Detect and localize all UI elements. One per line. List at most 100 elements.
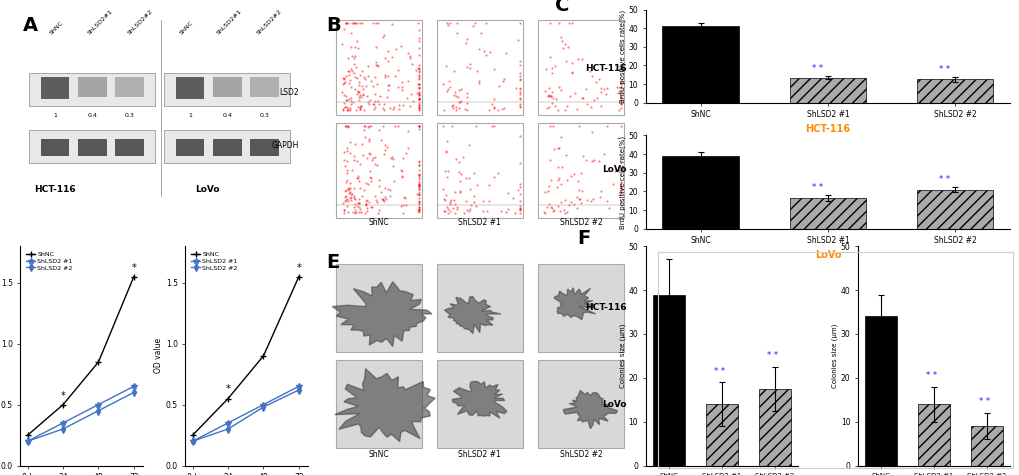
- Point: [410, 64, 426, 72]
- Point: [454, 153, 471, 161]
- Point: [536, 208, 552, 216]
- Point: [369, 97, 385, 104]
- Point: [337, 92, 354, 99]
- Point: [542, 92, 558, 99]
- Point: [470, 77, 486, 85]
- Point: [371, 206, 387, 214]
- Point: [379, 143, 395, 151]
- Point: [445, 67, 462, 75]
- FancyBboxPatch shape: [250, 77, 278, 97]
- Point: [410, 122, 426, 130]
- Text: B: B: [326, 16, 341, 35]
- Point: [495, 104, 512, 112]
- Point: [547, 95, 564, 103]
- Point: [352, 91, 368, 99]
- Line: ShLSD2 #2: ShLSD2 #2: [190, 387, 302, 444]
- FancyBboxPatch shape: [115, 77, 144, 97]
- Point: [410, 188, 426, 196]
- Point: [346, 19, 363, 27]
- Point: [383, 53, 399, 61]
- Point: [612, 78, 629, 86]
- Point: [545, 146, 561, 153]
- Point: [558, 209, 575, 216]
- Point: [369, 198, 385, 206]
- Point: [361, 135, 377, 142]
- Point: [462, 61, 478, 68]
- Point: [377, 74, 393, 81]
- Point: [455, 209, 472, 217]
- Point: [565, 170, 581, 178]
- Point: [585, 196, 601, 203]
- Point: [382, 186, 398, 194]
- Point: [540, 91, 556, 99]
- Text: ShLSD2 #1: ShLSD2 #1: [458, 218, 500, 227]
- Point: [376, 141, 392, 148]
- Text: * *: * *: [766, 352, 776, 360]
- Point: [410, 80, 426, 88]
- Point: [435, 195, 451, 203]
- Point: [348, 74, 365, 82]
- Point: [564, 59, 580, 66]
- Point: [340, 71, 357, 79]
- FancyBboxPatch shape: [164, 73, 290, 106]
- Point: [460, 175, 476, 182]
- Point: [612, 84, 629, 91]
- Point: [340, 95, 357, 103]
- Point: [448, 19, 465, 27]
- Point: [464, 22, 480, 30]
- Point: [439, 167, 455, 175]
- Point: [538, 203, 554, 211]
- Point: [448, 205, 465, 213]
- Point: [350, 174, 366, 182]
- Point: [376, 146, 392, 154]
- Text: *: *: [297, 263, 301, 273]
- Point: [348, 202, 365, 210]
- Point: [587, 78, 603, 86]
- Point: [395, 194, 412, 201]
- Point: [342, 44, 359, 51]
- ShNC: [57, 402, 69, 408]
- Point: [410, 104, 426, 111]
- Point: [371, 100, 387, 108]
- Point: [552, 198, 569, 206]
- Point: [359, 204, 375, 212]
- Point: [339, 122, 356, 130]
- Point: [345, 157, 362, 164]
- Point: [512, 103, 528, 111]
- ShLSD2 #2: [292, 387, 305, 393]
- Point: [459, 93, 475, 101]
- Point: [358, 179, 374, 187]
- Point: [592, 88, 608, 95]
- Point: [393, 42, 410, 50]
- Point: [583, 197, 599, 205]
- Text: ShLSD2#2: ShLSD2#2: [126, 9, 154, 36]
- Point: [376, 106, 392, 114]
- Point: [410, 99, 426, 107]
- Point: [371, 182, 387, 190]
- Point: [451, 189, 468, 196]
- Point: [469, 181, 485, 189]
- Point: [478, 51, 494, 59]
- Point: [339, 195, 356, 202]
- Point: [410, 203, 426, 211]
- Point: [338, 147, 355, 155]
- Point: [439, 174, 455, 181]
- Point: [441, 19, 458, 27]
- Point: [450, 168, 467, 176]
- Point: [346, 207, 363, 214]
- Point: [363, 175, 379, 182]
- Point: [338, 176, 355, 183]
- Point: [410, 104, 426, 112]
- Point: [356, 122, 372, 130]
- Point: [338, 144, 355, 152]
- Line: ShNC: ShNC: [24, 274, 137, 438]
- Point: [361, 199, 377, 206]
- Point: [446, 209, 463, 217]
- Point: [381, 104, 397, 112]
- Point: [475, 47, 491, 54]
- Point: [399, 144, 416, 152]
- Point: [490, 82, 506, 90]
- Point: [450, 99, 467, 106]
- Point: [361, 151, 377, 158]
- Point: [348, 38, 365, 45]
